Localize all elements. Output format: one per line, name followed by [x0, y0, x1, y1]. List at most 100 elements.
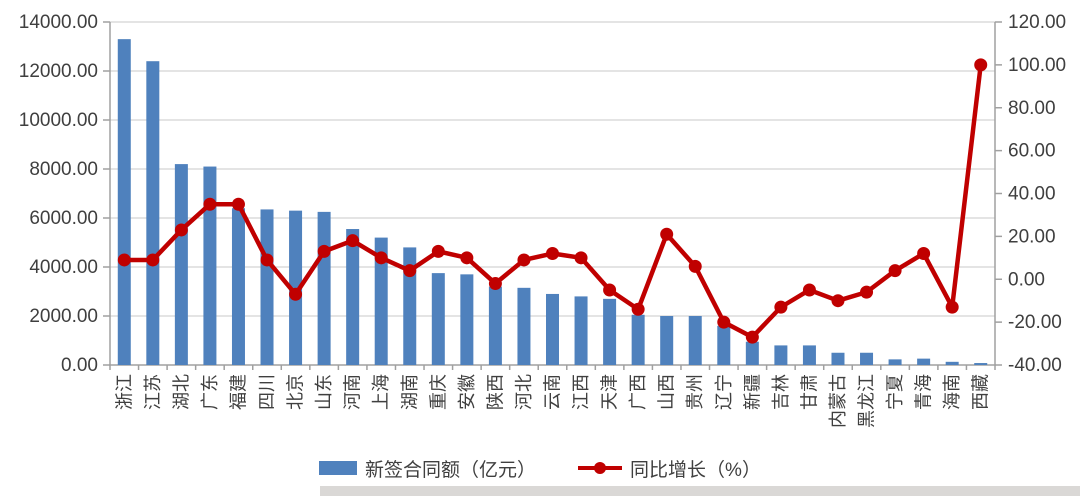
growth-point-北京 — [289, 287, 303, 301]
right-axis-tick-label: 80.00 — [1008, 98, 1056, 119]
legend-item-line-series: 同比增长（%） — [578, 455, 761, 482]
growth-point-江西 — [574, 251, 588, 265]
category-label-吉林: 吉林 — [771, 374, 791, 410]
category-label-湖南: 湖南 — [400, 374, 420, 410]
bar-辽宁 — [717, 325, 731, 365]
legend-item-bar-series: 新签合同额（亿元） — [319, 455, 536, 482]
category-label-辽宁: 辽宁 — [714, 374, 734, 410]
category-label-江西: 江西 — [571, 374, 591, 410]
growth-point-辽宁 — [717, 315, 731, 329]
category-label-广东: 广东 — [200, 374, 220, 410]
growth-point-湖北 — [174, 223, 188, 237]
bar-河北 — [517, 287, 531, 365]
category-label-海南: 海南 — [942, 374, 962, 410]
gridlines — [110, 21, 995, 366]
bar-series-label: 新签合同额（亿元） — [365, 459, 537, 481]
growth-point-陕西 — [488, 277, 502, 291]
left-axis: 0.00 2000.00 4000.00 6000.00 8000.00 10000.00… — [19, 12, 111, 376]
bar-series-swatch-icon — [319, 461, 358, 475]
growth-point-河北 — [517, 253, 531, 267]
growth-point-山东 — [317, 244, 331, 258]
growth-point-江苏 — [146, 253, 160, 267]
category-label-云南: 云南 — [543, 374, 563, 410]
bar-广东 — [203, 166, 217, 365]
category-label-甘肃: 甘肃 — [799, 374, 819, 410]
left-axis-tick-label: 6000.00 — [29, 208, 98, 229]
category-label-北京: 北京 — [286, 374, 306, 410]
bar-宁夏 — [888, 359, 902, 365]
growth-point-内蒙古 — [831, 294, 845, 308]
growth-point-新疆 — [745, 330, 759, 344]
category-label-广西: 广西 — [628, 374, 648, 410]
growth-point-安徽 — [460, 251, 474, 265]
bar-重庆 — [431, 273, 445, 365]
bar-江西 — [574, 296, 588, 365]
category-label-河北: 河北 — [514, 374, 534, 410]
left-axis-tick-label: 8000.00 — [29, 159, 98, 180]
growth-point-甘肃 — [802, 283, 816, 297]
growth-point-宁夏 — [888, 264, 902, 278]
category-label-青海: 青海 — [914, 374, 934, 410]
line-series-label: 同比增长（%） — [630, 459, 761, 481]
growth-point-四川 — [260, 253, 274, 267]
bar-福建 — [231, 208, 245, 365]
bar-黑龙江 — [860, 352, 874, 365]
growth-point-广西 — [631, 302, 645, 316]
right-axis-tick-label: 100.00 — [1008, 55, 1066, 76]
category-label-新疆: 新疆 — [742, 374, 762, 410]
growth-point-青海 — [917, 247, 931, 261]
combo-chart-plot: 0.00 2000.00 4000.00 6000.00 8000.00 10000.00… — [19, 12, 1066, 428]
category-label-贵州: 贵州 — [685, 374, 705, 410]
category-label-黑龙江: 黑龙江 — [857, 374, 877, 428]
growth-point-湖南 — [403, 264, 417, 278]
bar-广西 — [631, 314, 645, 365]
bar-江苏 — [146, 61, 160, 365]
category-label-河南: 河南 — [343, 374, 363, 410]
category-label-上海: 上海 — [371, 374, 391, 410]
growth-point-海南 — [945, 300, 959, 314]
bar-甘肃 — [802, 345, 816, 365]
growth-point-西藏 — [974, 58, 988, 72]
growth-point-天津 — [603, 283, 617, 297]
bar-天津 — [603, 298, 617, 365]
category-label-陕西: 陕西 — [485, 374, 505, 410]
bar-西藏 — [974, 363, 988, 365]
growth-point-广东 — [203, 197, 217, 211]
line-series-marker-icon — [578, 461, 623, 475]
category-label-四川: 四川 — [257, 374, 277, 410]
growth-point-河南 — [346, 234, 360, 248]
growth-point-贵州 — [688, 259, 702, 273]
right-axis-tick-label: 60.00 — [1008, 141, 1056, 162]
left-axis-tick-label: 10000.00 — [19, 110, 98, 131]
bar-河南 — [346, 229, 360, 365]
bar-贵州 — [688, 316, 702, 365]
growth-point-福建 — [231, 197, 245, 211]
bar-新疆 — [745, 341, 759, 365]
bar-湖北 — [174, 164, 188, 365]
left-axis-tick-label: 0.00 — [61, 355, 98, 376]
bar-吉林 — [774, 345, 788, 365]
bottom-strip — [320, 486, 1080, 496]
left-axis-tick-label: 14000.00 — [19, 12, 98, 33]
line-marker-dot — [594, 462, 607, 474]
category-label-福建: 福建 — [228, 374, 248, 410]
bar-内蒙古 — [831, 352, 845, 365]
bar-四川 — [260, 209, 274, 365]
growth-point-山西 — [660, 227, 674, 241]
category-label-安徽: 安徽 — [457, 374, 477, 410]
bar-安徽 — [460, 274, 474, 365]
category-label-山东: 山东 — [314, 374, 334, 410]
right-axis-tick-label: 20.00 — [1008, 226, 1056, 247]
left-axis-tick-label: 4000.00 — [29, 257, 98, 278]
bar-湖南 — [403, 247, 417, 365]
bar-云南 — [546, 293, 559, 365]
category-label-西藏: 西藏 — [971, 374, 991, 410]
category-label-重庆: 重庆 — [428, 374, 448, 410]
category-label-天津: 天津 — [600, 374, 620, 410]
chart-legend: 新签合同额（亿元） 同比增长（%） — [0, 452, 1080, 484]
growth-point-黑龙江 — [860, 285, 874, 299]
growth-point-上海 — [374, 251, 388, 265]
bar-青海 — [917, 358, 931, 365]
left-axis-tick-label: 2000.00 — [29, 306, 98, 327]
